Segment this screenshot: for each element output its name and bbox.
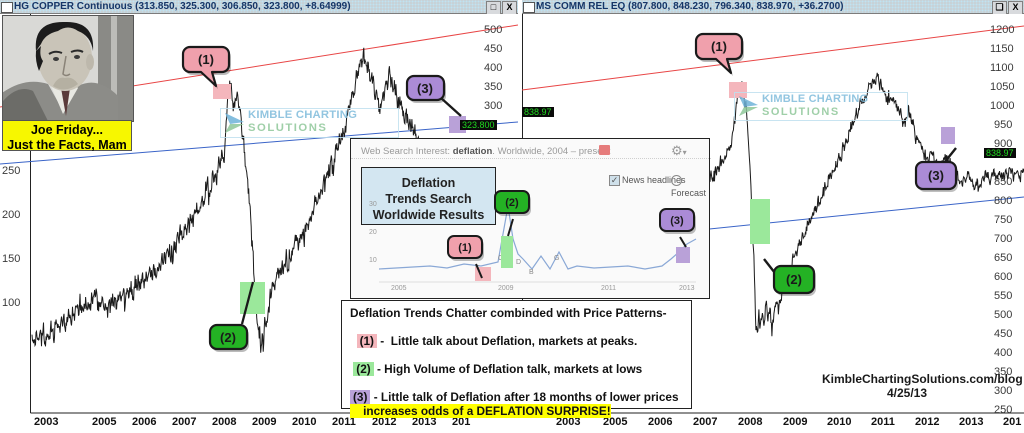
svg-text:(3): (3)	[417, 81, 433, 96]
svg-text:10: 10	[369, 257, 377, 264]
svg-text:(1): (1)	[198, 52, 214, 67]
svg-text:D: D	[516, 259, 521, 266]
svg-text:G: G	[554, 255, 559, 262]
svg-text:30: 30	[369, 201, 377, 208]
svg-text:(2): (2)	[220, 330, 236, 345]
svg-text:(3): (3)	[928, 168, 944, 183]
svg-text:(3): (3)	[670, 215, 684, 227]
svg-text:2005: 2005	[391, 285, 407, 292]
svg-text:(2): (2)	[505, 197, 519, 209]
svg-text:2011: 2011	[601, 285, 616, 292]
svg-text:20: 20	[369, 229, 377, 236]
svg-text:2013: 2013	[679, 285, 695, 292]
svg-text:(2): (2)	[786, 272, 802, 287]
svg-text:2009: 2009	[498, 285, 514, 292]
svg-text:(1): (1)	[458, 242, 472, 254]
svg-text:B: B	[529, 269, 534, 276]
svg-text:(1): (1)	[711, 39, 727, 54]
